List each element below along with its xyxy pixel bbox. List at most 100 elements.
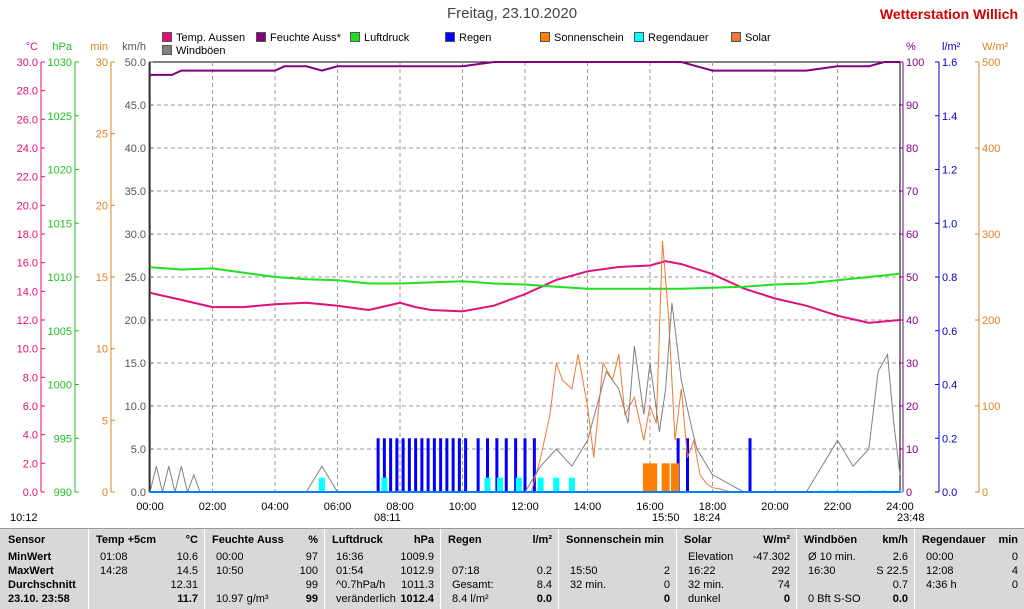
row-label: 23.10. 23:58 xyxy=(8,593,70,605)
bar-regen xyxy=(748,438,752,492)
humidity-tick-label: 100 xyxy=(906,57,924,69)
station-name: Wetterstation Willich xyxy=(879,6,1018,22)
legend-item: Solar xyxy=(731,32,771,44)
legend-item: Regendauer xyxy=(634,32,709,44)
table-column xyxy=(88,529,205,609)
series-line-luftdruck xyxy=(149,266,901,290)
temp-tick-label: 26.0 xyxy=(17,114,38,126)
bar-regen xyxy=(486,438,489,492)
legend-label: Solar xyxy=(745,32,771,44)
bar-regen xyxy=(504,438,508,492)
legend-label: Sonnenschein xyxy=(554,32,624,44)
legend-item: Sonnenschein xyxy=(540,32,624,44)
table-cell-info: 4:36 h xyxy=(926,579,957,591)
rain-tick-label: 0.2 xyxy=(942,433,957,445)
table-header-unit: hPa xyxy=(413,534,434,546)
sun_min-tick-label: 0 xyxy=(102,487,108,499)
chart-title: Freitag, 23.10.2020 xyxy=(446,5,578,22)
humidity-tick-label: 50 xyxy=(906,272,918,284)
table-cell-value: 0.0 xyxy=(892,593,908,605)
table-cell-info: 01:54 xyxy=(336,565,364,577)
wind-tick-label: 10.0 xyxy=(125,401,146,413)
wind-tick-label: 30.0 xyxy=(125,229,146,241)
sun_min-tick-label: 20 xyxy=(96,200,108,212)
pressure-unit-label: hPa xyxy=(52,41,72,53)
humidity-tick-label: 80 xyxy=(906,143,918,155)
legend-item: Feuchte Auss* xyxy=(256,32,341,44)
bar-regendauer xyxy=(553,477,560,492)
table-cell-value: 99 xyxy=(305,579,318,591)
table-cell-value: -47.302 xyxy=(752,551,790,563)
legend-item: Regen xyxy=(445,32,491,44)
x-tick-label: 08:00 xyxy=(386,501,414,513)
sun_min-tick-label: 15 xyxy=(96,272,108,284)
bar-regendauer xyxy=(537,477,544,492)
table-header-unit: W/m² xyxy=(763,534,790,546)
bar-regendauer xyxy=(515,477,522,492)
bar-regen xyxy=(426,438,430,492)
pressure-tick-label: 1025 xyxy=(48,111,72,123)
bar-regen xyxy=(464,438,468,492)
bar-regendauer xyxy=(381,477,388,492)
x-tick-label: 20:00 xyxy=(761,501,789,513)
x-tick-label: 14:00 xyxy=(574,501,602,513)
table-cell-value: 99 xyxy=(305,593,318,605)
table-cell-value: 97 xyxy=(305,551,318,563)
x-tick-label: 16:00 xyxy=(636,501,664,513)
table-cell-value: 12.31 xyxy=(170,579,198,591)
rain-tick-label: 0.0 xyxy=(942,487,957,499)
table-cell-info: 00:00 xyxy=(216,551,244,563)
chart-svg: 30.0 28.0 26.0 24.0 22.0 20.0 18.0 16.0 14.0 12.0… xyxy=(17,41,1009,513)
table-cell-value: 1009.9 xyxy=(400,551,434,563)
legend-swatch xyxy=(540,32,550,42)
bar-regen xyxy=(523,438,527,492)
rain-tick-label: 1.4 xyxy=(942,111,957,123)
solar-tick-label: 400 xyxy=(982,143,1000,155)
temp-unit-label: °C xyxy=(26,41,38,53)
table-column xyxy=(204,529,325,609)
bar-regen xyxy=(420,438,424,492)
humidity-tick-label: 90 xyxy=(906,100,918,112)
table-cell-info: 10:50 xyxy=(216,565,244,577)
bar-regendauer xyxy=(318,477,325,492)
row-label: Durchschnitt xyxy=(8,579,76,591)
table-cell-info: 12:08 xyxy=(926,565,954,577)
table-cell-value: 4 xyxy=(1011,565,1018,577)
legend-label: Regendauer xyxy=(648,32,709,44)
x-tick-label: 06:00 xyxy=(324,501,352,513)
rain-tick-label: 0.8 xyxy=(942,272,957,284)
bar-regen xyxy=(401,438,405,492)
temp-tick-label: 16.0 xyxy=(17,258,38,270)
table-cell-value: 8.4 xyxy=(536,579,552,591)
pressure-tick-label: 1005 xyxy=(48,326,72,338)
table-cell-value: 0 xyxy=(663,579,670,591)
legend-item: Luftdruck xyxy=(350,32,409,44)
sun_min-tick-label: 25 xyxy=(96,129,108,141)
bar-regendauer xyxy=(568,477,575,492)
bar-regen xyxy=(389,438,393,492)
table-cell-value: 1012.9 xyxy=(400,565,434,577)
solar-tick-label: 300 xyxy=(982,229,1000,241)
temp-tick-label: 22.0 xyxy=(17,172,38,184)
humidity-tick-label: 10 xyxy=(906,444,918,456)
bar-regen xyxy=(382,438,386,492)
table-cell-info: dunkel xyxy=(688,593,721,605)
pressure-tick-label: 1000 xyxy=(48,380,72,392)
temp-tick-label: 6.0 xyxy=(23,401,38,413)
table-header: Feuchte Auss xyxy=(212,534,284,546)
legend-swatch xyxy=(162,32,172,42)
rain-unit-label: l/m² xyxy=(942,41,961,53)
rain-tick-label: 1.2 xyxy=(942,165,957,177)
table-cell-value: 0 xyxy=(1011,551,1018,563)
table-cell-value: 1011.3 xyxy=(401,579,434,591)
bar-regen xyxy=(514,438,518,492)
table-header: Sonnenschein min xyxy=(566,534,664,546)
x-tick-label: 00:00 xyxy=(136,501,164,513)
table-cell-info: 15:50 xyxy=(570,565,598,577)
table-cell-info: 07:18 xyxy=(452,565,480,577)
table-header-unit: l/m² xyxy=(532,534,552,546)
wind-tick-label: 45.0 xyxy=(125,100,146,112)
table-cell-value: 0.2 xyxy=(536,565,552,577)
solar-tick-label: 500 xyxy=(982,57,1000,69)
legend-label: Windböen xyxy=(176,45,226,57)
